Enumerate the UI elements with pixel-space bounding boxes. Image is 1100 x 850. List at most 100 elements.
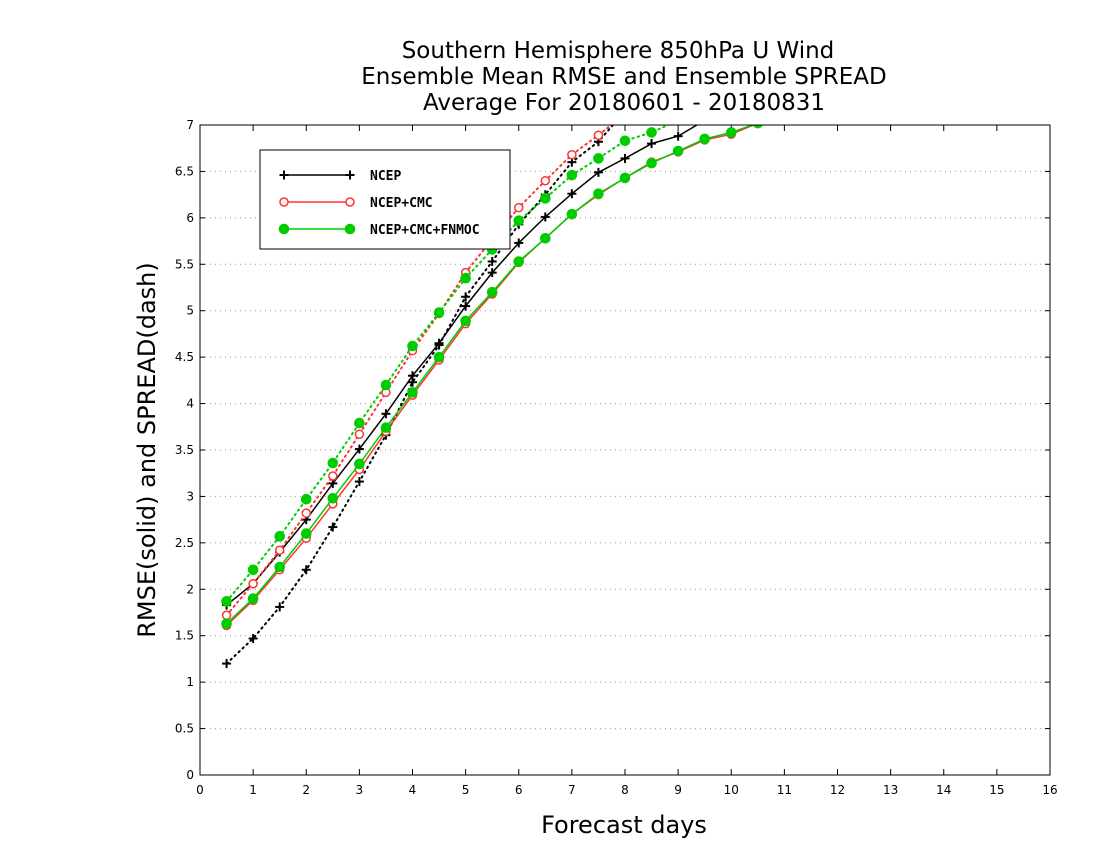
data-point xyxy=(328,522,338,532)
data-point xyxy=(247,593,259,604)
data-point xyxy=(328,471,338,481)
data-point xyxy=(540,193,551,204)
y-tick-label: 1.5 xyxy=(175,629,194,643)
series-layer xyxy=(221,125,763,669)
data-point xyxy=(673,131,683,141)
data-point xyxy=(327,457,339,469)
data-point xyxy=(275,602,285,612)
data-point xyxy=(593,130,604,140)
legend-label: NCEP xyxy=(370,169,401,184)
x-axis-label: Forecast days xyxy=(541,811,707,839)
data-point xyxy=(566,208,578,220)
x-tick-label: 11 xyxy=(777,783,792,797)
data-point xyxy=(725,127,737,138)
data-point xyxy=(540,232,551,244)
data-point xyxy=(354,417,365,429)
data-point xyxy=(675,125,681,126)
legend-marker xyxy=(278,223,290,235)
data-point xyxy=(487,268,497,278)
y-tick-label: 2.5 xyxy=(175,536,194,550)
x-tick-label: 10 xyxy=(724,783,739,797)
data-point xyxy=(699,133,710,145)
chart-title: Southern Hemisphere 850hPa U Wind Ensemb… xyxy=(361,38,886,116)
data-point xyxy=(487,257,497,266)
y-tick-label: 5 xyxy=(186,304,194,318)
x-tick-label: 13 xyxy=(883,783,898,797)
x-tick-label: 0 xyxy=(196,783,204,797)
data-point xyxy=(486,286,498,298)
y-tick-label: 1 xyxy=(186,675,194,689)
y-tick-label: 5.5 xyxy=(175,257,194,271)
data-point xyxy=(407,387,418,398)
data-point xyxy=(461,292,471,302)
data-point xyxy=(407,340,418,352)
x-tick-label: 8 xyxy=(621,783,629,797)
x-tick-label: 2 xyxy=(302,783,310,797)
x-tick-label: 4 xyxy=(409,783,417,797)
y-tick-label: 3 xyxy=(186,489,194,503)
data-point xyxy=(461,301,471,311)
data-point xyxy=(354,458,365,470)
y-tick-label: 3.5 xyxy=(175,443,194,457)
data-point xyxy=(567,189,577,199)
data-point xyxy=(566,169,578,181)
data-point xyxy=(514,202,524,213)
data-point xyxy=(460,272,471,284)
x-tick-label: 12 xyxy=(830,783,845,797)
legend-entry: NCEP+CMC xyxy=(279,196,433,211)
data-point xyxy=(380,422,392,434)
title-line-1: Southern Hemisphere 850hPa U Wind xyxy=(402,38,835,64)
data-point xyxy=(433,351,445,363)
data-point xyxy=(619,172,631,184)
data-point xyxy=(354,444,364,454)
series-ncep-cmc-fnmoc-rmse xyxy=(221,125,763,629)
data-point xyxy=(301,565,311,575)
data-point xyxy=(646,127,657,138)
legend-box xyxy=(259,149,511,250)
data-point xyxy=(300,528,312,539)
data-point xyxy=(647,139,657,149)
data-point xyxy=(620,153,630,163)
data-point xyxy=(540,175,551,186)
data-point xyxy=(381,409,391,419)
data-point xyxy=(593,153,604,164)
y-tick-label: 4.5 xyxy=(175,350,194,364)
data-point xyxy=(619,135,631,147)
title-line-3: Average For 20180601 - 20180831 xyxy=(423,90,825,116)
legend-label: NCEP+CMC xyxy=(370,196,433,211)
data-point xyxy=(354,429,365,439)
y-tick-label: 7 xyxy=(186,118,194,132)
data-point xyxy=(513,256,525,267)
data-point xyxy=(433,307,445,318)
data-point xyxy=(593,188,604,200)
data-point xyxy=(221,618,232,629)
data-point xyxy=(672,145,684,157)
series-line xyxy=(225,125,613,617)
legend-entry: NCEP+CMC+FNMOC xyxy=(278,223,480,238)
y-tick-label: 0.5 xyxy=(175,722,194,736)
title-line-2: Ensemble Mean RMSE and Ensemble SPREAD xyxy=(361,64,886,90)
data-point xyxy=(354,477,364,487)
x-tick-label: 3 xyxy=(356,783,364,797)
data-point xyxy=(460,315,471,327)
data-point xyxy=(301,508,311,518)
series-line xyxy=(225,125,615,665)
y-tick-label: 4 xyxy=(186,397,194,411)
data-point xyxy=(222,659,232,669)
y-tick-label: 0 xyxy=(186,768,194,782)
x-tick-label: 5 xyxy=(462,783,470,797)
data-point xyxy=(327,492,339,504)
x-tick-label: 15 xyxy=(989,783,1004,797)
legend-marker xyxy=(345,197,355,207)
x-axis-ticks: 0 1 2 3 4 5 6 7 8 9 10 11 12 13 14 15 16 xyxy=(196,125,1058,797)
data-point xyxy=(274,531,285,542)
legend-marker xyxy=(279,170,289,180)
data-point xyxy=(434,338,444,348)
data-point xyxy=(646,157,657,169)
data-point xyxy=(221,596,232,607)
data-point xyxy=(380,379,392,391)
data-point xyxy=(513,215,525,226)
data-point xyxy=(567,149,577,160)
y-axis-label: RMSE(solid) and SPREAD(dash) xyxy=(133,262,161,638)
